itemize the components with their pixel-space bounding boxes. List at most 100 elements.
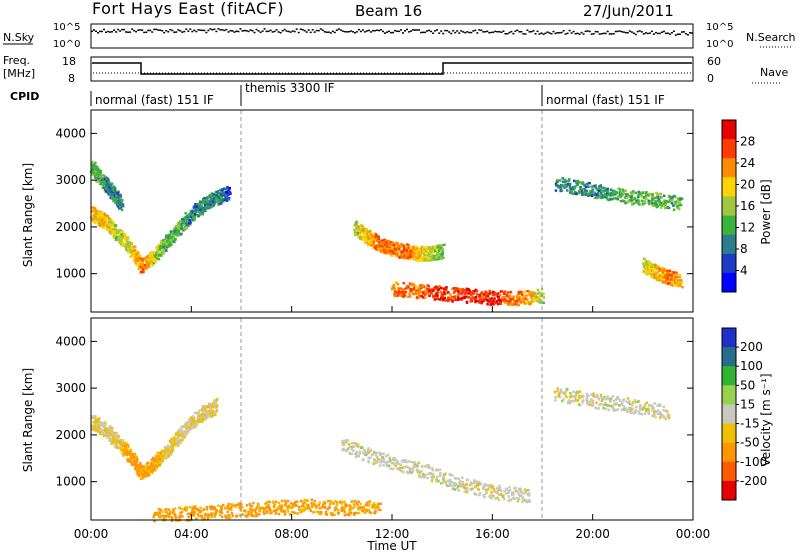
noise-point	[658, 32, 661, 35]
heatmap-cell	[167, 235, 170, 238]
noise-point	[103, 28, 105, 31]
heatmap-cell	[170, 446, 173, 449]
heatmap-cell	[152, 456, 155, 460]
noise-point	[474, 29, 477, 32]
heatmap-cell	[606, 194, 609, 197]
heatmap-cell	[434, 255, 438, 259]
heatmap-cell	[188, 428, 192, 431]
heatmap-cell	[121, 205, 125, 208]
heatmap-cell	[377, 236, 380, 239]
noise-point	[616, 30, 619, 33]
heatmap-cell	[107, 192, 110, 195]
heatmap-cell	[346, 438, 349, 442]
heatmap-cell	[388, 458, 392, 461]
freq-label-line1: Freq.	[3, 54, 30, 67]
heatmap-cell	[490, 490, 493, 494]
heatmap-cell	[108, 226, 112, 229]
heatmap-cell	[126, 457, 130, 461]
heatmap-cell	[130, 250, 134, 253]
heatmap-cell	[477, 488, 480, 491]
heatmap-cell	[170, 515, 173, 519]
heatmap-cell	[362, 235, 365, 239]
heatmap-cell	[442, 256, 445, 260]
heatmap-cell	[578, 394, 582, 397]
heatmap-cell	[367, 502, 371, 505]
heatmap-cell	[638, 406, 641, 409]
noise-point	[295, 28, 298, 30]
heatmap-cell	[368, 510, 371, 513]
heatmap-cell	[152, 515, 155, 519]
heatmap-cell	[641, 262, 645, 265]
heatmap-cell	[201, 415, 205, 419]
noise-point	[267, 30, 270, 33]
heatmap-cell	[358, 450, 362, 453]
heatmap-cell	[417, 469, 420, 472]
heatmap-cell	[426, 254, 429, 257]
heatmap-cell	[421, 285, 424, 288]
heatmap-cell	[645, 193, 648, 197]
heatmap-cell	[400, 287, 403, 291]
heatmap-cell	[566, 180, 569, 183]
heatmap-cell	[582, 182, 585, 186]
heatmap-cell	[534, 293, 538, 296]
heatmap-cell	[386, 453, 390, 457]
heatmap-cell	[385, 241, 388, 244]
noise-point	[608, 33, 611, 35]
heatmap-cell	[410, 467, 413, 471]
heatmap-cell	[645, 197, 648, 201]
heatmap-cell	[671, 196, 674, 199]
heatmap-cell	[294, 500, 297, 504]
power-colorbar-label: Power [dB]	[759, 179, 773, 244]
heatmap-cell	[116, 205, 120, 208]
noise-point	[263, 28, 266, 30]
heatmap-cell	[131, 247, 135, 251]
heatmap-cell	[169, 245, 172, 248]
heatmap-cell	[465, 483, 469, 486]
heatmap-cell	[641, 203, 645, 206]
heatmap-cell	[629, 198, 632, 202]
heatmap-cell	[91, 215, 95, 218]
heatmap-cell	[124, 233, 127, 237]
heatmap-cell	[123, 450, 126, 454]
heatmap-cell	[348, 445, 352, 449]
heatmap-cell	[198, 206, 201, 209]
heatmap-cell	[357, 500, 361, 503]
heatmap-cell	[197, 207, 201, 211]
heatmap-cell	[206, 416, 209, 419]
heatmap-cell	[208, 200, 212, 204]
heatmap-cell	[353, 228, 356, 232]
heatmap-cell	[597, 191, 600, 195]
heatmap-cell	[434, 285, 438, 289]
heatmap-cell	[424, 286, 427, 289]
noise-point	[129, 31, 132, 33]
heatmap-cell	[435, 475, 439, 479]
heatmap-cell	[171, 447, 175, 450]
heatmap-cell	[103, 186, 106, 189]
heatmap-cell	[418, 247, 422, 251]
heatmap-cell	[153, 469, 156, 472]
noise-point	[119, 30, 122, 32]
heatmap-cell	[324, 506, 327, 509]
heatmap-cell	[483, 293, 486, 296]
heatmap-cell	[150, 462, 154, 466]
heatmap-cell	[235, 503, 239, 507]
heatmap-cell	[409, 257, 412, 261]
heatmap-cell	[227, 193, 230, 196]
heatmap-cell	[342, 508, 346, 512]
heatmap-cell	[396, 246, 400, 249]
heatmap-cell	[374, 507, 377, 510]
heatmap-cell	[391, 461, 395, 464]
heatmap-cell	[303, 499, 307, 503]
heatmap-cell	[402, 460, 406, 463]
heatmap-cell	[528, 499, 531, 502]
heatmap-cell	[181, 515, 184, 518]
heatmap-cell	[315, 506, 318, 509]
heatmap-cell	[410, 288, 414, 291]
heatmap-cell	[220, 189, 223, 192]
heatmap-cell	[303, 501, 306, 504]
noise-point	[121, 28, 124, 31]
heatmap-cell	[438, 244, 441, 248]
heatmap-cell	[588, 400, 591, 404]
colorbar-segment	[722, 120, 736, 140]
noise-point	[506, 33, 509, 35]
